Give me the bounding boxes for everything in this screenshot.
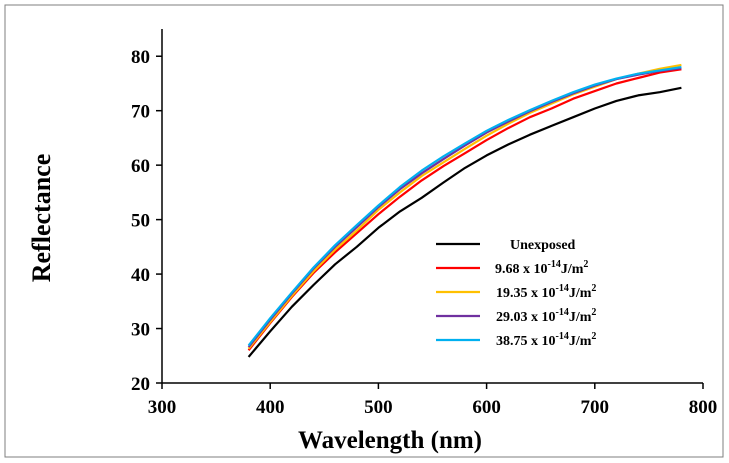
x-tick-label: 700 [581,397,610,418]
x-tick-label: 500 [364,397,393,418]
legend-label-0: Unexposed [510,238,576,253]
plot-area: 20 30 40 50 60 70 80 300 400 500 600 700 800 [131,29,717,418]
legend-label-3: 29.03 x 10-14J/m2 [496,307,596,325]
chart-border [4,4,724,458]
y-tick-label: 80 [131,47,150,68]
legend-label-1: 9.68 x 10-14J/m2 [495,259,588,277]
y-axis-title: Reflectance [27,154,56,282]
y-tick-label: 60 [131,156,150,177]
y-tick-label: 30 [131,320,150,341]
legend-label-4: 38.75 x 10-14J/m2 [496,331,596,349]
y-tick-label: 40 [131,265,150,286]
y-tick-label: 70 [131,102,150,123]
series-line-1 [247,68,682,351]
x-tick-label: 300 [148,397,177,418]
series-line-4 [247,66,682,347]
y-tick-label: 20 [131,374,150,395]
x-tick-label: 800 [689,397,718,418]
x-tick-label: 400 [256,397,285,418]
legend: Unexposed 9.68 x 10-14J/m2 19.35 x 10-14J/… [436,238,596,349]
x-axis-title: Wavelength (nm) [298,427,482,454]
y-tick-label: 50 [131,211,150,232]
legend-label-2: 19.35 x 10-14J/m2 [496,283,596,301]
series-line-0 [247,86,682,358]
x-tick-label: 600 [472,397,501,418]
